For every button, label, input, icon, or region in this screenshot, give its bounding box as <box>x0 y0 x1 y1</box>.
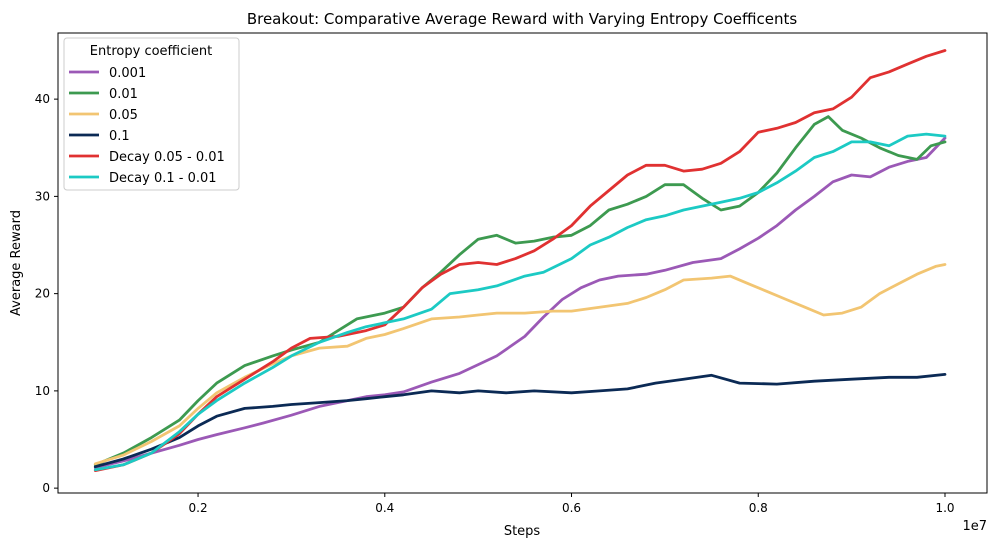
chart-title: Breakout: Comparative Average Reward wit… <box>247 10 798 28</box>
series-line-4 <box>93 49 947 472</box>
y-tick-label: 10 <box>35 384 50 398</box>
x-axis-label: Steps <box>504 524 541 539</box>
y-tick-label: 0 <box>42 481 50 495</box>
series-layer <box>93 49 947 472</box>
legend-label-2: 0.05 <box>109 108 138 123</box>
x-tick-label: 0.4 <box>375 501 394 515</box>
legend-label-1: 0.01 <box>109 87 138 102</box>
y-axis-ticks: 0 10 20 30 40 <box>35 92 58 495</box>
y-tick-label: 20 <box>35 287 50 301</box>
series-line-5 <box>93 132 947 472</box>
plot-frame <box>57 32 988 494</box>
x-tick-label: 0.6 <box>562 501 581 515</box>
legend-label-0: 0.001 <box>109 66 146 81</box>
x-tick-label: 1.0 <box>935 501 954 515</box>
legend-title: Entropy coefficient <box>90 44 212 59</box>
legend-label-3: 0.1 <box>109 129 130 144</box>
legend-label-4: Decay 0.05 - 0.01 <box>109 150 225 165</box>
y-tick-label: 40 <box>35 92 50 106</box>
series-line-0 <box>93 136 947 470</box>
series-line-1 <box>93 115 947 467</box>
x-tick-label: 0.8 <box>749 501 768 515</box>
legend-box <box>63 37 240 191</box>
x-axis-scale-label: 1e7 <box>962 519 987 534</box>
legend: Entropy coefficient 0.001 0.01 0.05 0.1 Deca… <box>63 37 240 191</box>
y-axis-label: Average Reward <box>9 210 24 316</box>
y-tick-label: 30 <box>35 189 50 203</box>
plot-area: 0.2 0.4 0.6 0.8 1.0 0 10 20 30 40 <box>35 32 988 515</box>
legend-label-5: Decay 0.1 - 0.01 <box>109 171 217 186</box>
legend-entries: 0.001 0.01 0.05 0.1 Decay 0.05 - 0.01 Decay 0… <box>69 66 225 186</box>
x-tick-label: 0.2 <box>189 501 208 515</box>
x-axis-ticks: 0.2 0.4 0.6 0.8 1.0 <box>189 493 955 515</box>
series-line-3 <box>93 373 947 469</box>
